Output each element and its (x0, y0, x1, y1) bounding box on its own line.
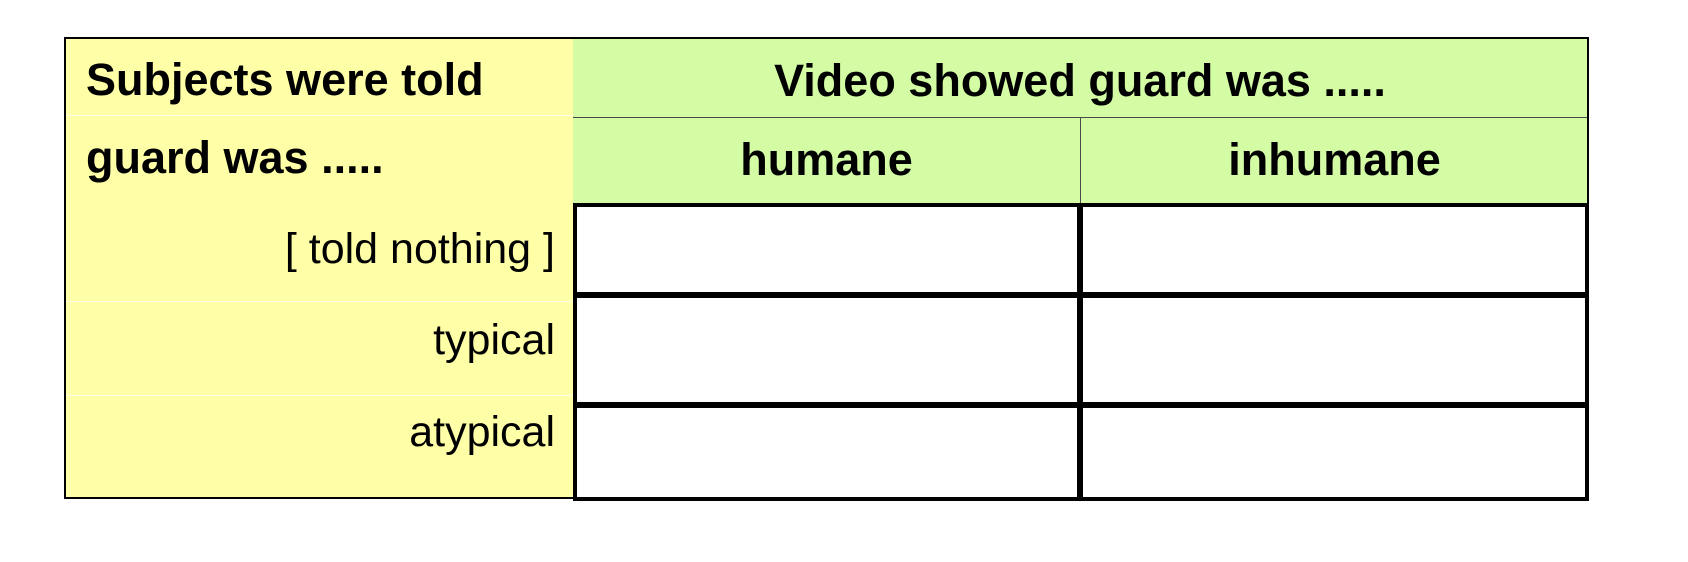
row-label-atypical: atypical (409, 408, 555, 456)
table-cell (1083, 298, 1585, 402)
data-grid (573, 203, 1589, 501)
row-label-typical: typical (433, 316, 555, 364)
table-cell (1083, 408, 1585, 497)
table-cell (577, 207, 1077, 292)
column-header-inhumane: inhumane (1228, 134, 1441, 185)
contingency-table: Subjects were told guard was ..... [ tol… (64, 37, 1589, 501)
row-separator (66, 301, 573, 302)
table-cell (1083, 207, 1585, 292)
row-separator (66, 115, 573, 116)
row-header-panel: Subjects were told guard was ..... [ tol… (64, 37, 573, 499)
column-header-humane: humane (740, 134, 913, 185)
column-group-header: Video showed guard was ..... (774, 55, 1386, 106)
table-cell (577, 408, 1077, 497)
corner-header-line-1: Subjects were told (86, 54, 484, 105)
row-separator (66, 395, 573, 396)
column-separator (1080, 118, 1081, 207)
header-separator (573, 117, 1587, 118)
row-label-told-nothing: [ told nothing ] (284, 225, 555, 273)
column-header-panel: Video showed guard was ..... humane inhu… (573, 37, 1589, 207)
corner-header-line-2: guard was ..... (86, 132, 384, 183)
table-cell (577, 298, 1077, 402)
